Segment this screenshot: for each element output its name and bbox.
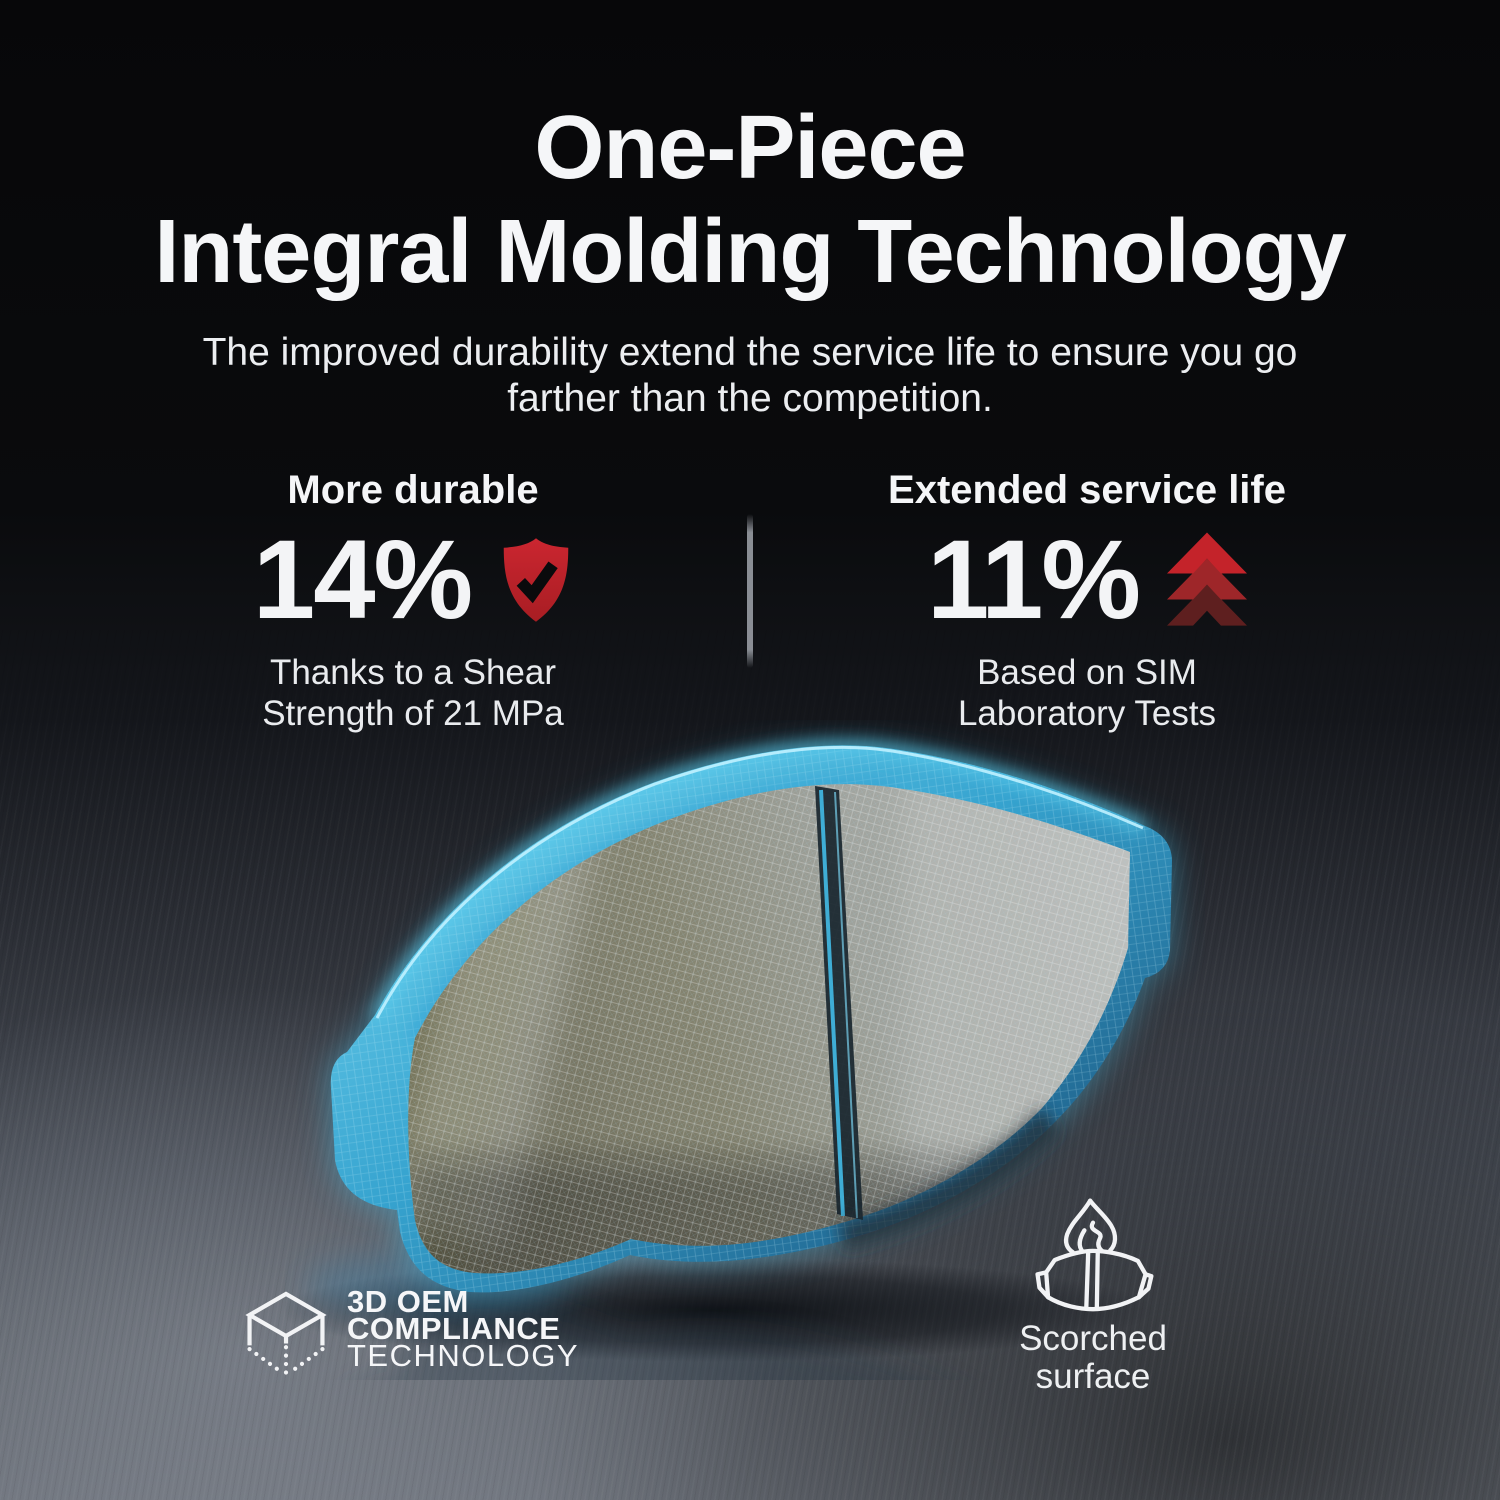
subtitle: The improved durability extend the servi… (0, 330, 1500, 422)
title-line2: Integral Molding Technology (154, 202, 1346, 302)
page-title: One-Piece Integral Molding Technology (0, 96, 1500, 304)
shield-check-icon (503, 538, 569, 622)
stat-label: Extended service life (888, 468, 1286, 512)
brake-pad-3d-render (275, 720, 1205, 1500)
stat-more-durable: More durable 14% Thanks to a Shear Stren… (173, 468, 653, 734)
oem-line3: TECHNOLOGY (347, 1338, 580, 1373)
scorched-line1: Scorched (1019, 1319, 1167, 1358)
stat-label: More durable (287, 468, 539, 512)
oem-badge-text: 3D OEM COMPLIANCE TECHNOLOGY (347, 1284, 580, 1373)
stat-caption-line2: Laboratory Tests (957, 694, 1217, 733)
vertical-divider (747, 514, 753, 668)
stat-caption: Based on SIM Laboratory Tests (847, 652, 1327, 734)
subtitle-line1: The improved durability extend the servi… (202, 331, 1298, 374)
scorched-surface-badge: Scorched surface (943, 1194, 1243, 1396)
scorched-line2: surface (1035, 1357, 1151, 1396)
oem-line2: COMPLIANCE (347, 1311, 561, 1346)
flame-brake-pad-icon (1035, 1198, 1154, 1312)
stat-value: 14% (252, 517, 473, 642)
title-line1: One-Piece (534, 98, 966, 198)
stat-value-row: 14% (173, 524, 653, 636)
stat-caption-line1: Thanks to a Shear (270, 653, 556, 692)
stat-caption: Thanks to a Shear Strength of 21 MPa (173, 652, 653, 734)
stat-caption-line1: Based on SIM (977, 653, 1197, 692)
subtitle-line2: farther than the competition. (507, 377, 993, 420)
oem-compliance-badge: 3D OEM COMPLIANCE TECHNOLOGY (243, 1286, 579, 1386)
oem-line1: 3D OEM (347, 1284, 469, 1319)
header: One-Piece Integral Molding Technology Th… (0, 96, 1500, 422)
wireframe-cube-icon (245, 1291, 327, 1380)
scorched-badge-text: Scorched surface (943, 1320, 1243, 1396)
triple-chevron-up-icon (1166, 532, 1247, 626)
stat-caption-line2: Strength of 21 MPa (262, 694, 564, 733)
stat-value-row: 11% (847, 524, 1327, 636)
stat-extended-service-life: Extended service life 11% Based on SIM L… (847, 468, 1327, 734)
stat-value: 11% (927, 517, 1141, 642)
